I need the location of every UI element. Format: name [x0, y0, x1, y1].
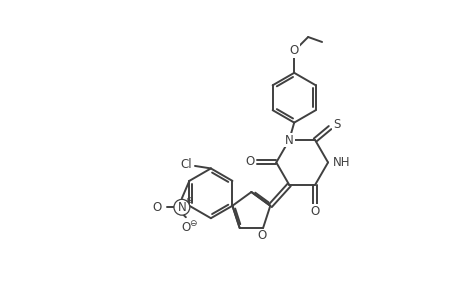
Text: O: O	[152, 201, 161, 214]
Text: S: S	[333, 118, 340, 131]
Text: O: O	[257, 230, 266, 242]
Text: Cl: Cl	[180, 158, 191, 171]
Text: ⊖: ⊖	[189, 219, 196, 228]
Text: O: O	[181, 221, 190, 234]
Text: O: O	[245, 155, 254, 168]
Text: O: O	[289, 44, 298, 57]
Text: NH: NH	[332, 156, 350, 169]
Text: N: N	[177, 201, 186, 214]
Text: O: O	[310, 205, 319, 218]
Text: ⊕: ⊕	[185, 196, 193, 205]
Text: N: N	[284, 134, 293, 146]
